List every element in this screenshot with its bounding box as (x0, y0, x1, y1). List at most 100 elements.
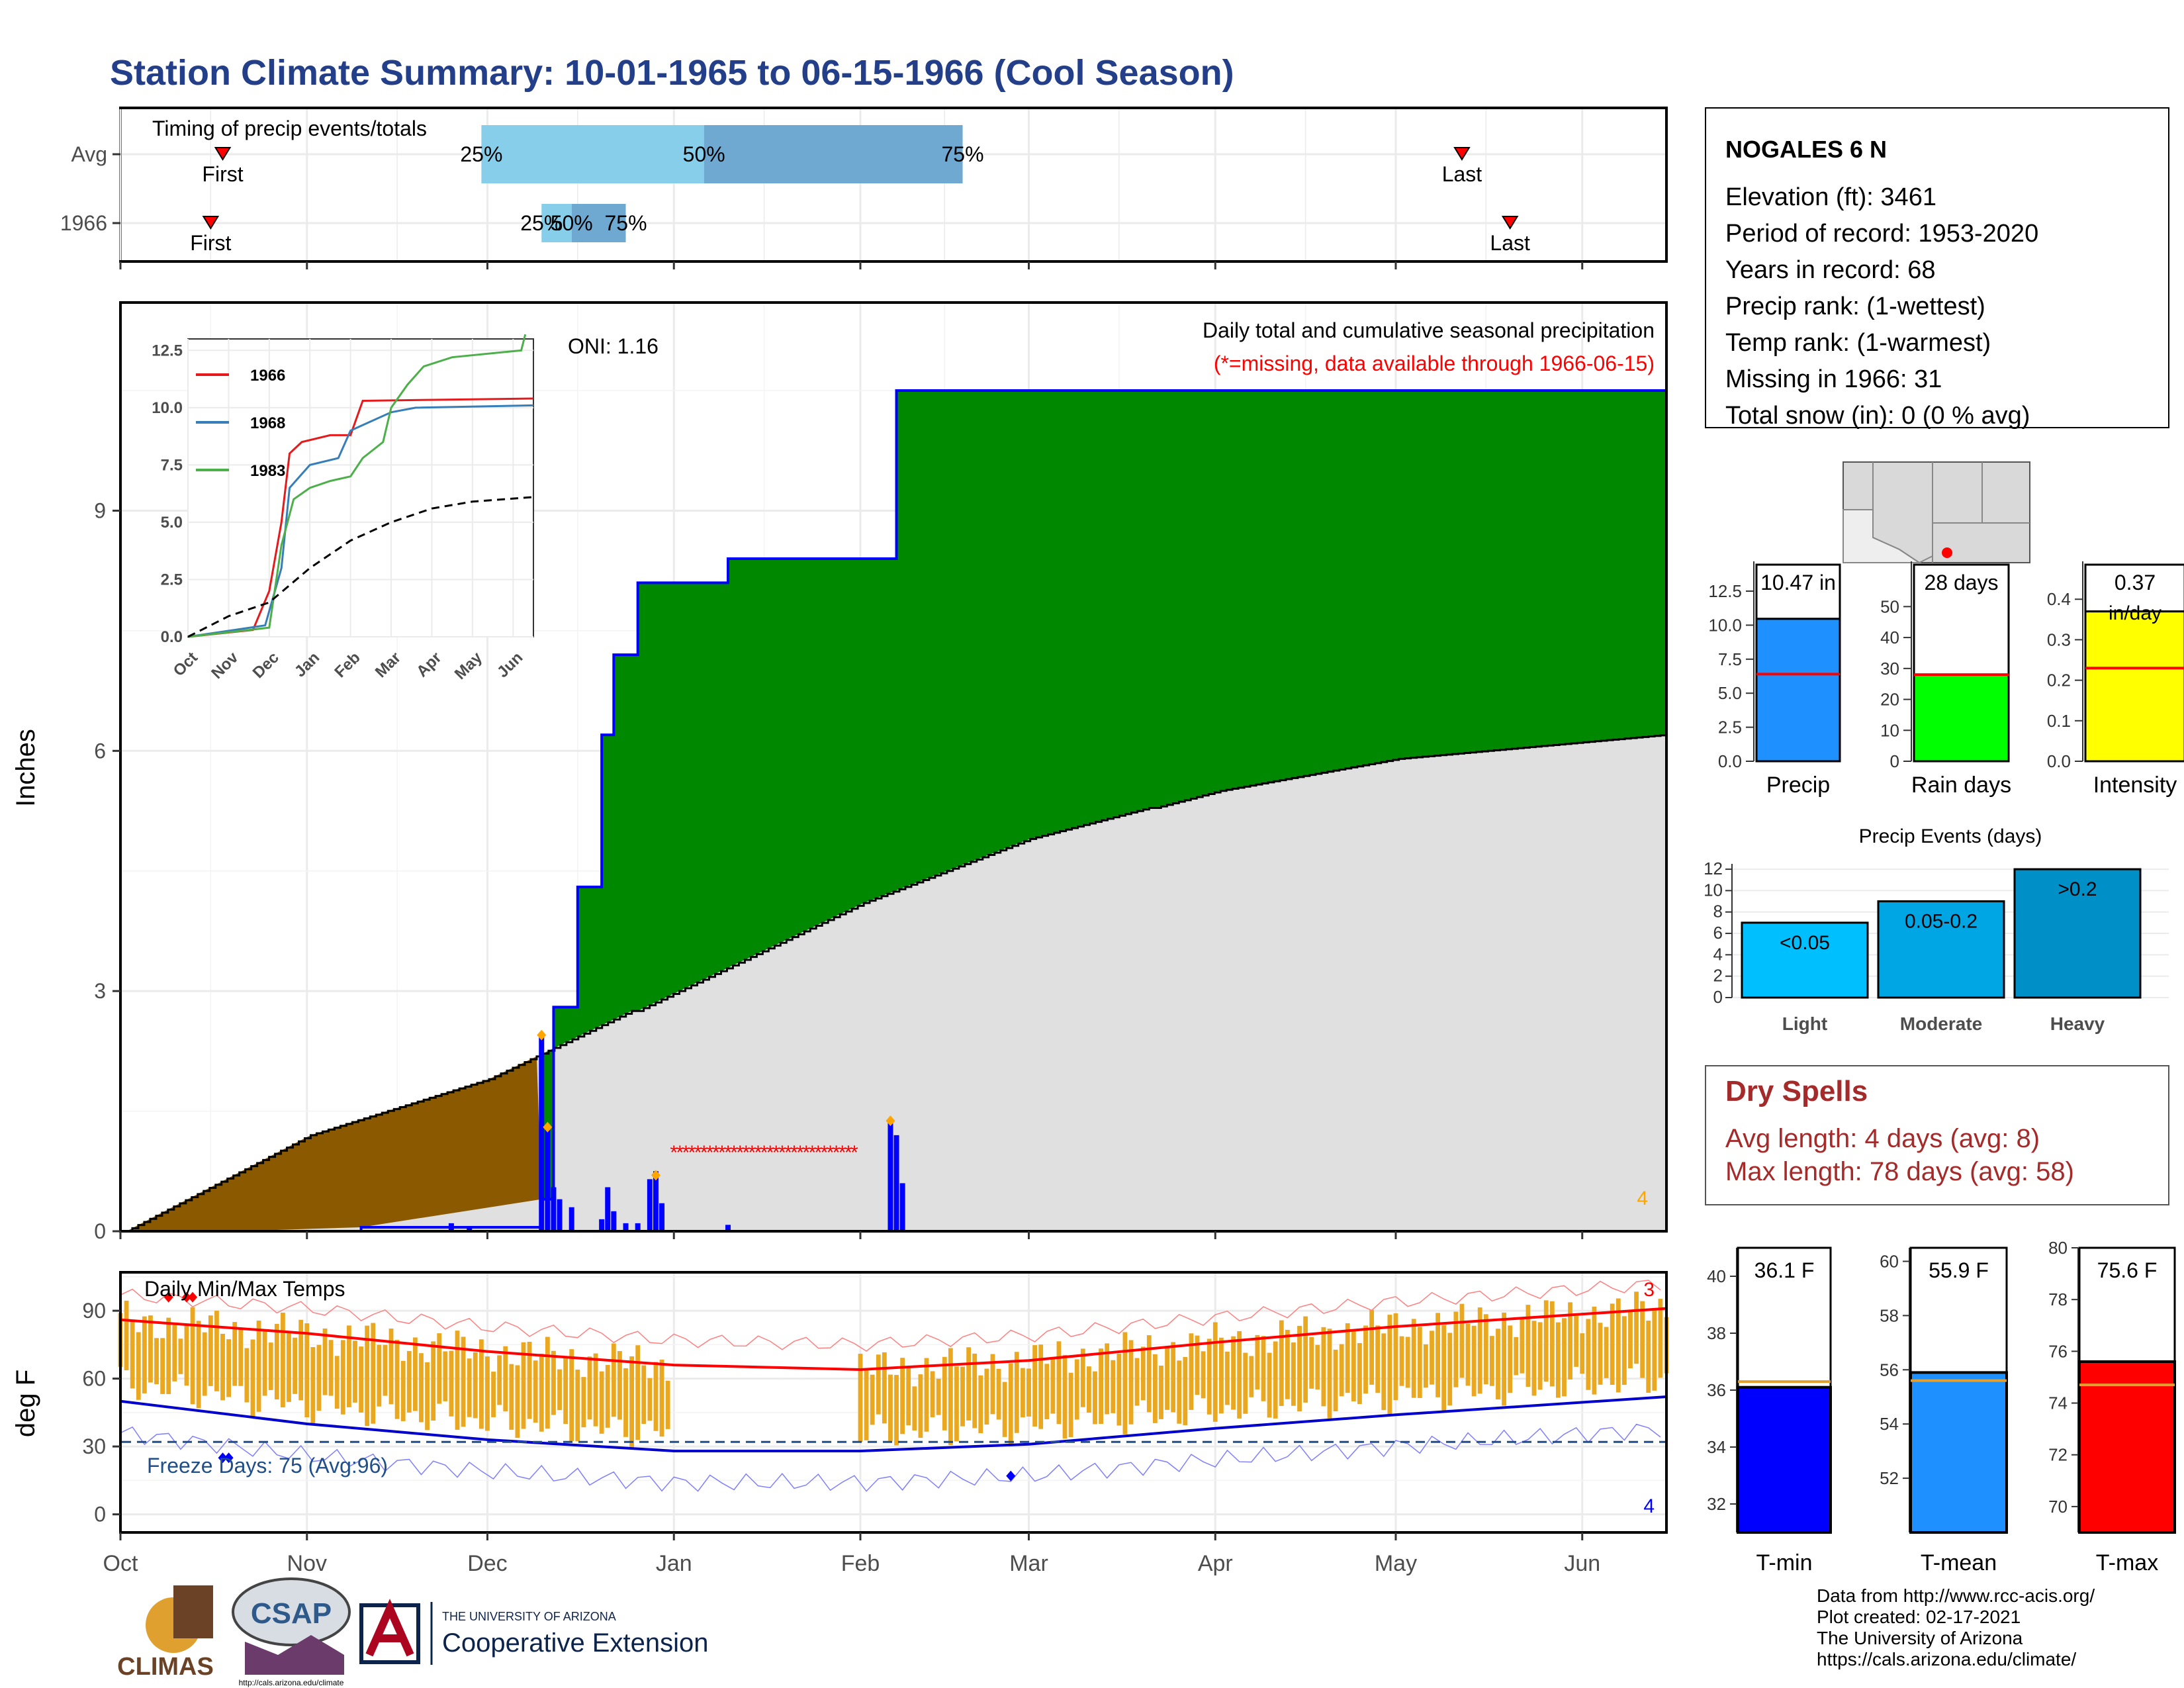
month-axis: Oct Nov Dec Jan Feb Mar Apr May Jun (103, 1551, 1601, 1576)
daily-temp-bar (328, 1340, 334, 1396)
missing-day-marker: * (730, 1142, 738, 1164)
daily-temp-bar (948, 1348, 953, 1445)
summary-ytick-label: 5.0 (1718, 683, 1742, 703)
events-ytick-label: 4 (1713, 944, 1723, 964)
temp-axes: 0 30 60 90 (82, 1299, 1584, 1540)
daily-temp-bar (1243, 1352, 1248, 1414)
daily-temp-bar (1321, 1327, 1326, 1407)
avg-high-line (120, 1307, 1667, 1371)
daily-temp-bar (461, 1336, 466, 1427)
temp-bar-t-mean: 52 54 56 58 60 55.9 F T-mean (1880, 1246, 2008, 1575)
timing-q25-label: 25% (520, 211, 563, 235)
daily-temp-bar (1339, 1344, 1344, 1397)
temp-gridlines (119, 1274, 1665, 1531)
daily-temp-bar (1303, 1316, 1308, 1403)
events-category-label: Heavy (2050, 1013, 2105, 1034)
ua-logo: THE UNIVERSITY OF ARIZONA Cooperative Ex… (359, 1599, 708, 1665)
inset-ytick-label: 7.5 (161, 456, 183, 474)
summary-ytick-label: 12.5 (1708, 581, 1742, 601)
daily-temp-bar (575, 1370, 580, 1442)
daily-temp-bar (521, 1342, 526, 1429)
daily-temp-bar (1068, 1372, 1073, 1438)
daily-temp-bar (1140, 1346, 1146, 1401)
daily-temp-bar (978, 1375, 983, 1434)
daily-temp-bar (388, 1328, 394, 1405)
daily-temp-bar (1447, 1333, 1453, 1406)
daily-temp-bar (876, 1354, 881, 1415)
daily-temp-bar (545, 1336, 550, 1429)
daily-precip-bar (605, 1187, 611, 1231)
daily-temp-bar (1201, 1351, 1206, 1399)
timing-q75-label: 75% (604, 211, 647, 235)
daily-temp-bar (1212, 1322, 1218, 1422)
daily-record-marker (543, 1121, 553, 1133)
climas-logo: CLIMAS (117, 1585, 214, 1681)
map-state-lines-2 (1932, 462, 2030, 563)
station-detail-line: Elevation (ft): 3461 (1725, 183, 1936, 211)
daily-temp-bar (1543, 1300, 1549, 1382)
daily-temp-bar (1021, 1368, 1025, 1418)
daily-temp-bar (858, 1354, 863, 1442)
inset-ytick-label: 2.5 (161, 571, 183, 588)
daily-temp-bar (365, 1325, 370, 1427)
record-high-marker (188, 1291, 198, 1303)
daily-temp-bar (1357, 1342, 1362, 1405)
daily-temp-bar (1646, 1321, 1651, 1393)
daily-temp-bar (1424, 1344, 1428, 1388)
record-high-line (120, 1280, 1661, 1352)
footer-credits: Data from http://www.rcc-acis.org/Plot c… (1817, 1585, 2095, 1669)
daily-temp-bar (605, 1364, 610, 1428)
timing-x-axis (113, 153, 1584, 269)
temperature-panel: 0 30 60 90 deg F Daily Min/Max Temps Freeze… (11, 1271, 1669, 1540)
daily-temp-bar (1393, 1313, 1398, 1401)
daily-temp-bar (936, 1378, 941, 1415)
temp-bar-ytick-label: 36 (1707, 1380, 1726, 1400)
daily-temp-bar (412, 1337, 418, 1411)
daily-temp-bar (322, 1328, 328, 1395)
temp-bar-ytick-label: 76 (2048, 1341, 2068, 1361)
csap-logo: CSAP http://cals.arizona.edu/climate (232, 1577, 351, 1687)
daily-temp-bar (1411, 1319, 1416, 1398)
ua-extension-name: Cooperative Extension (442, 1628, 708, 1658)
daily-temp-bar (557, 1369, 562, 1411)
daily-temp-bar (942, 1356, 947, 1430)
missing-day-marker: * (706, 1142, 714, 1164)
daily-temp-bar (1327, 1329, 1332, 1419)
daily-temp-bar (124, 1300, 129, 1370)
daily-precip-bar (887, 1121, 893, 1231)
daily-record-marker (651, 1170, 660, 1181)
daily-temp-bar (1399, 1336, 1404, 1386)
daily-temp-bar (990, 1354, 995, 1415)
daily-temp-bar (1062, 1354, 1068, 1439)
daily-temp-bar (1628, 1311, 1633, 1368)
daily-temp-bar (1568, 1302, 1572, 1380)
daily-temp-bar (437, 1333, 442, 1404)
timing-q50-label: 50% (683, 142, 725, 166)
daily-temp-bar (1549, 1301, 1555, 1387)
daily-precip-bar (539, 1035, 545, 1231)
temp-bar-ytick-label: 38 (1707, 1323, 1726, 1343)
daily-precip-bar (611, 1211, 617, 1231)
daily-temp-bar (1574, 1315, 1579, 1367)
daily-temp-bar (184, 1325, 189, 1386)
daily-record-marker (537, 1029, 547, 1041)
missing-day-marker: * (749, 1142, 756, 1164)
daily-temp-bar (1621, 1316, 1627, 1385)
map-frame (1843, 461, 2030, 563)
daily-temp-bar (383, 1344, 388, 1396)
station-info-frame (1705, 107, 2169, 428)
temp-y-label: deg F (11, 1370, 40, 1437)
events-ytick-label: 0 (1713, 987, 1723, 1007)
daily-temp-bar (400, 1360, 406, 1421)
temp-bar-label-box (1737, 1246, 1832, 1389)
daily-temp-bar (647, 1378, 653, 1421)
daily-temp-bar (431, 1341, 436, 1421)
inset-month-label: Mar (372, 649, 404, 681)
daily-temp-bar (160, 1338, 165, 1394)
station-detail-line: Temp rank: (1-warmest) (1725, 329, 1991, 357)
daily-temp-bar (984, 1368, 989, 1425)
month-label: Jan (656, 1551, 692, 1576)
daily-precip-bar (899, 1183, 905, 1231)
